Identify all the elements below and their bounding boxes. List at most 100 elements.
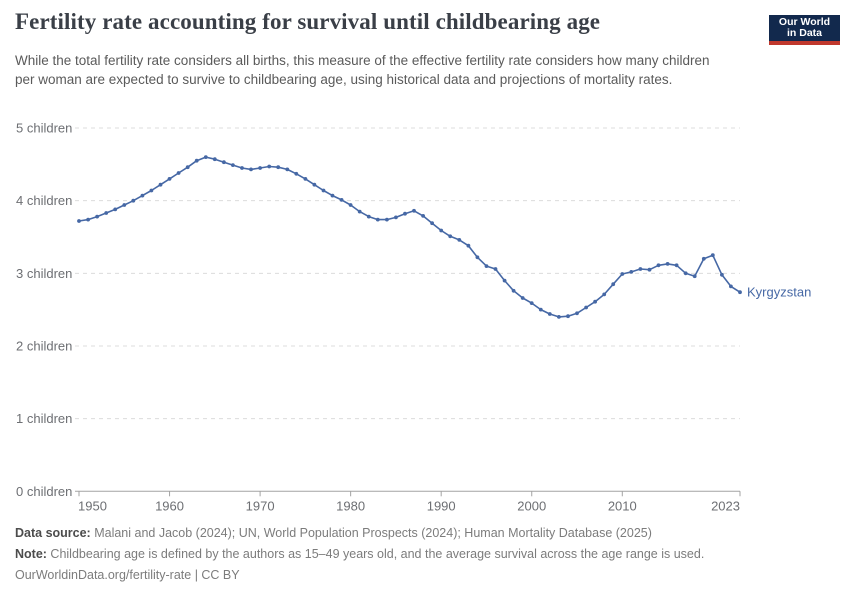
data-point[interactable]: [312, 182, 317, 187]
data-point[interactable]: [330, 193, 335, 198]
data-point[interactable]: [484, 264, 489, 268]
data-point[interactable]: [584, 305, 588, 310]
data-point[interactable]: [394, 215, 398, 220]
data-point[interactable]: [674, 263, 679, 268]
data-point[interactable]: [95, 214, 99, 219]
data-point[interactable]: [448, 234, 453, 239]
x-axis-label: 2000: [517, 498, 546, 513]
data-point[interactable]: [511, 288, 516, 293]
data-point[interactable]: [86, 217, 90, 222]
y-axis-label: 4 children: [16, 193, 72, 208]
y-axis-label: 2 children: [16, 338, 72, 353]
data-point[interactable]: [729, 284, 733, 289]
data-point[interactable]: [203, 155, 208, 160]
data-point[interactable]: [656, 263, 661, 268]
data-point[interactable]: [602, 292, 607, 297]
data-point[interactable]: [547, 312, 552, 316]
data-point[interactable]: [647, 267, 652, 272]
data-point[interactable]: [466, 243, 471, 248]
data-point[interactable]: [158, 182, 163, 187]
data-point[interactable]: [113, 207, 118, 212]
data-point[interactable]: [267, 164, 272, 169]
data-point[interactable]: [701, 256, 706, 261]
data-point[interactable]: [249, 167, 253, 172]
owid-logo[interactable]: Our World in Data: [769, 15, 840, 45]
data-point[interactable]: [276, 165, 281, 170]
data-point[interactable]: [258, 166, 262, 170]
data-point[interactable]: [385, 217, 389, 222]
x-axis-label: 1960: [155, 498, 184, 513]
note-line: Note: Childbearing age is defined by the…: [15, 544, 835, 565]
data-point[interactable]: [665, 262, 670, 266]
data-point[interactable]: [294, 171, 299, 176]
data-point[interactable]: [683, 271, 688, 276]
data-point[interactable]: [529, 301, 534, 305]
data-point[interactable]: [131, 198, 136, 203]
x-axis-label: 2010: [608, 498, 637, 513]
data-point[interactable]: [620, 272, 625, 276]
data-point[interactable]: [366, 214, 371, 219]
x-axis-label: 2023: [711, 498, 740, 513]
data-point[interactable]: [412, 208, 416, 213]
note-label: Note:: [15, 547, 47, 561]
data-point[interactable]: [375, 217, 380, 222]
data-point[interactable]: [692, 274, 697, 279]
data-point[interactable]: [593, 299, 597, 304]
data-point[interactable]: [710, 253, 715, 258]
data-point[interactable]: [720, 272, 724, 277]
owid-logo-line2: in Data: [786, 27, 822, 39]
data-point[interactable]: [738, 290, 742, 295]
data-point[interactable]: [149, 188, 154, 193]
data-point[interactable]: [502, 278, 507, 283]
data-point[interactable]: [185, 165, 190, 170]
data-point[interactable]: [403, 211, 407, 216]
data-point[interactable]: [167, 177, 172, 181]
data-point[interactable]: [140, 193, 145, 198]
data-point[interactable]: [104, 211, 109, 215]
data-point[interactable]: [348, 203, 353, 207]
data-point[interactable]: [321, 188, 326, 193]
data-point[interactable]: [457, 238, 462, 242]
data-point[interactable]: [638, 267, 643, 271]
data-source-line: Data source: Malani and Jacob (2024); UN…: [15, 523, 835, 544]
y-axis-label: 5 children: [16, 121, 72, 136]
data-point[interactable]: [176, 171, 181, 175]
data-point[interactable]: [222, 160, 226, 165]
data-point[interactable]: [194, 158, 199, 163]
x-axis-label: 1950: [78, 498, 107, 513]
data-point[interactable]: [520, 296, 525, 300]
data-point[interactable]: [212, 157, 217, 162]
data-point[interactable]: [421, 214, 425, 218]
data-point[interactable]: [430, 221, 434, 226]
data-point[interactable]: [303, 177, 308, 181]
chart-footer: Data source: Malani and Jacob (2024); UN…: [15, 523, 835, 586]
y-axis-label: 1 children: [16, 411, 72, 426]
data-source-text: Malani and Jacob (2024); UN, World Popul…: [90, 526, 652, 540]
data-point[interactable]: [557, 315, 561, 319]
data-point[interactable]: [493, 267, 498, 271]
x-axis-label: 1970: [246, 498, 275, 513]
license-line[interactable]: OurWorldinData.org/fertility-rate | CC B…: [15, 568, 240, 582]
data-point[interactable]: [339, 198, 344, 202]
data-point[interactable]: [231, 163, 235, 168]
data-point[interactable]: [439, 228, 444, 233]
owid-logo-line1: Our World: [778, 15, 831, 28]
line-series-kyrgyzstan[interactable]: [78, 156, 741, 318]
data-point[interactable]: [285, 167, 290, 172]
data-point[interactable]: [122, 203, 127, 207]
data-point[interactable]: [357, 209, 362, 214]
data-point[interactable]: [611, 282, 616, 287]
data-point[interactable]: [629, 270, 634, 274]
series-label-kyrgyzstan[interactable]: Kyrgyzstan: [747, 285, 811, 300]
data-point[interactable]: [475, 255, 480, 260]
chart-subtitle: While the total fertility rate considers…: [15, 53, 710, 88]
page-title: Fertility rate accounting for survival u…: [15, 9, 601, 34]
y-axis-label: 3 children: [16, 266, 72, 281]
data-point[interactable]: [538, 307, 543, 312]
data-point[interactable]: [575, 311, 579, 316]
data-point[interactable]: [566, 314, 570, 319]
data-point[interactable]: [240, 166, 244, 170]
data-point[interactable]: [77, 219, 81, 223]
